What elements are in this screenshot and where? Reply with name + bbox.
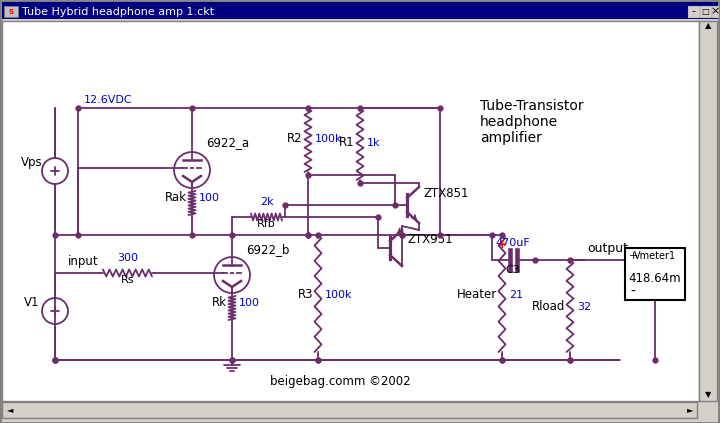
Text: headphone: headphone xyxy=(480,115,558,129)
Text: 300: 300 xyxy=(117,253,138,263)
Text: input: input xyxy=(68,255,99,268)
Text: beigebag.comm ©2002: beigebag.comm ©2002 xyxy=(270,375,410,388)
Text: 100: 100 xyxy=(239,298,260,308)
FancyBboxPatch shape xyxy=(712,6,718,17)
Text: ◄: ◄ xyxy=(6,406,13,415)
Text: +: + xyxy=(629,251,638,261)
Text: 32: 32 xyxy=(577,302,591,312)
FancyBboxPatch shape xyxy=(2,2,718,19)
Text: 12.6VDC: 12.6VDC xyxy=(84,95,132,105)
Text: 21: 21 xyxy=(509,289,523,299)
Text: 1k: 1k xyxy=(367,137,380,148)
Text: 470uF: 470uF xyxy=(495,238,531,248)
FancyBboxPatch shape xyxy=(625,248,685,300)
FancyBboxPatch shape xyxy=(4,6,18,17)
Text: 100: 100 xyxy=(199,193,220,203)
Text: Tube-Transistor: Tube-Transistor xyxy=(480,99,584,113)
Text: -: - xyxy=(631,285,636,299)
Text: -: - xyxy=(691,6,695,16)
Text: Rload: Rload xyxy=(531,300,565,313)
Text: Rak: Rak xyxy=(165,191,187,204)
Text: C3: C3 xyxy=(505,265,521,275)
Text: 2k: 2k xyxy=(260,197,274,207)
Text: amplifier: amplifier xyxy=(480,131,542,145)
Text: R1: R1 xyxy=(339,135,355,148)
Text: 418.64m: 418.64m xyxy=(629,272,681,286)
Text: 100k: 100k xyxy=(325,289,353,299)
Text: ZTX851: ZTX851 xyxy=(424,187,469,200)
Text: S: S xyxy=(9,8,14,14)
FancyBboxPatch shape xyxy=(2,402,697,418)
Text: ZTX951: ZTX951 xyxy=(407,233,453,246)
Text: Rs: Rs xyxy=(121,275,134,285)
Text: ▼: ▼ xyxy=(705,390,711,399)
Text: ▲: ▲ xyxy=(705,22,711,30)
Text: 6922_b: 6922_b xyxy=(246,243,289,256)
Text: □: □ xyxy=(701,7,709,16)
Text: R3: R3 xyxy=(297,288,313,300)
Text: ►: ► xyxy=(687,406,693,415)
Text: Vmeter1: Vmeter1 xyxy=(634,251,676,261)
Text: output: output xyxy=(587,242,628,255)
Text: Vps: Vps xyxy=(21,156,42,169)
FancyBboxPatch shape xyxy=(2,21,699,401)
Text: Rk: Rk xyxy=(212,296,227,309)
FancyBboxPatch shape xyxy=(699,21,717,401)
Text: Tube Hybrid headphone amp 1.ckt: Tube Hybrid headphone amp 1.ckt xyxy=(22,6,214,16)
Text: 100k: 100k xyxy=(315,134,343,143)
Text: ×: × xyxy=(711,6,720,16)
Text: 6922_a: 6922_a xyxy=(206,136,249,149)
Text: Heater: Heater xyxy=(456,288,497,300)
Text: V1: V1 xyxy=(24,296,40,309)
Text: Rfb: Rfb xyxy=(257,219,276,229)
Text: R2: R2 xyxy=(287,132,303,145)
FancyBboxPatch shape xyxy=(688,6,699,17)
Text: +: + xyxy=(497,238,508,251)
FancyBboxPatch shape xyxy=(700,6,711,17)
